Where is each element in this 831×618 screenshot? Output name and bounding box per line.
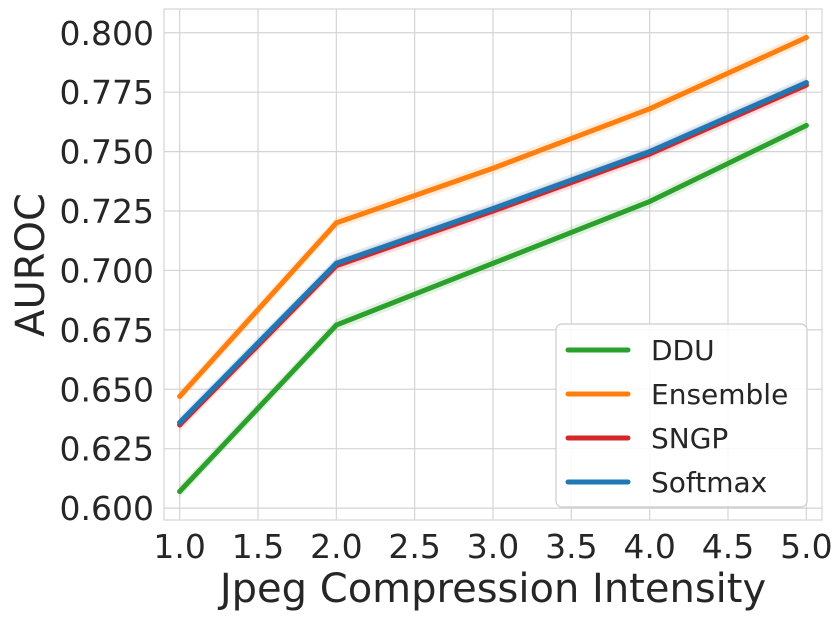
legend-label-softmax: Softmax	[651, 466, 767, 499]
y-tick-label: 0.800	[60, 14, 154, 53]
point-ensemble	[333, 220, 339, 226]
x-tick-label: 1.0	[153, 527, 205, 566]
point-softmax	[333, 260, 339, 266]
x-tick-label: 5.0	[780, 527, 831, 566]
point-ensemble	[647, 106, 653, 112]
legend-label-ddu: DDU	[651, 334, 715, 367]
legend-label-ensemble: Ensemble	[651, 378, 788, 411]
point-ensemble	[490, 165, 496, 171]
y-tick-label: 0.675	[60, 311, 154, 350]
y-tick-label: 0.700	[60, 251, 154, 290]
y-tick-label: 0.600	[60, 489, 154, 528]
y-tick-label: 0.775	[60, 73, 154, 112]
legend-label-sngp: SNGP	[651, 422, 728, 455]
x-tick-label: 2.5	[388, 527, 440, 566]
y-tick-label: 0.750	[60, 133, 154, 172]
y-tick-label: 0.725	[60, 192, 154, 231]
plot-frame	[163, 8, 823, 521]
point-ddu	[333, 322, 339, 328]
y-tick-label: 0.650	[60, 370, 154, 409]
x-tick-label: 4.0	[623, 527, 675, 566]
point-ddu	[647, 199, 653, 205]
point-ensemble	[803, 35, 809, 41]
point-ensemble	[177, 393, 183, 399]
series-lines	[177, 35, 809, 494]
point-softmax	[177, 420, 183, 426]
x-tick-label: 2.0	[310, 527, 362, 566]
point-ddu	[803, 122, 809, 128]
x-axis-label: Jpeg Compression Intensity	[217, 566, 766, 612]
point-ddu	[177, 488, 183, 494]
point-softmax	[803, 80, 809, 86]
point-softmax	[490, 206, 496, 212]
x-tick-labels: 1.0 1.5 2.0 2.5 3.0 3.5 4.0 4.5 5.0	[153, 527, 831, 566]
x-tick-label: 1.5	[232, 527, 284, 566]
x-tick-label: 3.5	[545, 527, 597, 566]
point-softmax	[647, 149, 653, 155]
legend: DDU Ensemble SNGP Softmax	[555, 323, 808, 508]
x-tick-label: 3.0	[467, 527, 519, 566]
x-tick-label: 4.5	[702, 527, 754, 566]
y-axis-label: AUROC	[8, 193, 54, 337]
y-tick-label: 0.625	[60, 430, 154, 469]
y-tick-labels: 0.600 0.625 0.650 0.675 0.700 0.725 0.750 0.775…	[60, 14, 154, 528]
point-ddu	[490, 260, 496, 266]
legend-box	[555, 323, 808, 508]
